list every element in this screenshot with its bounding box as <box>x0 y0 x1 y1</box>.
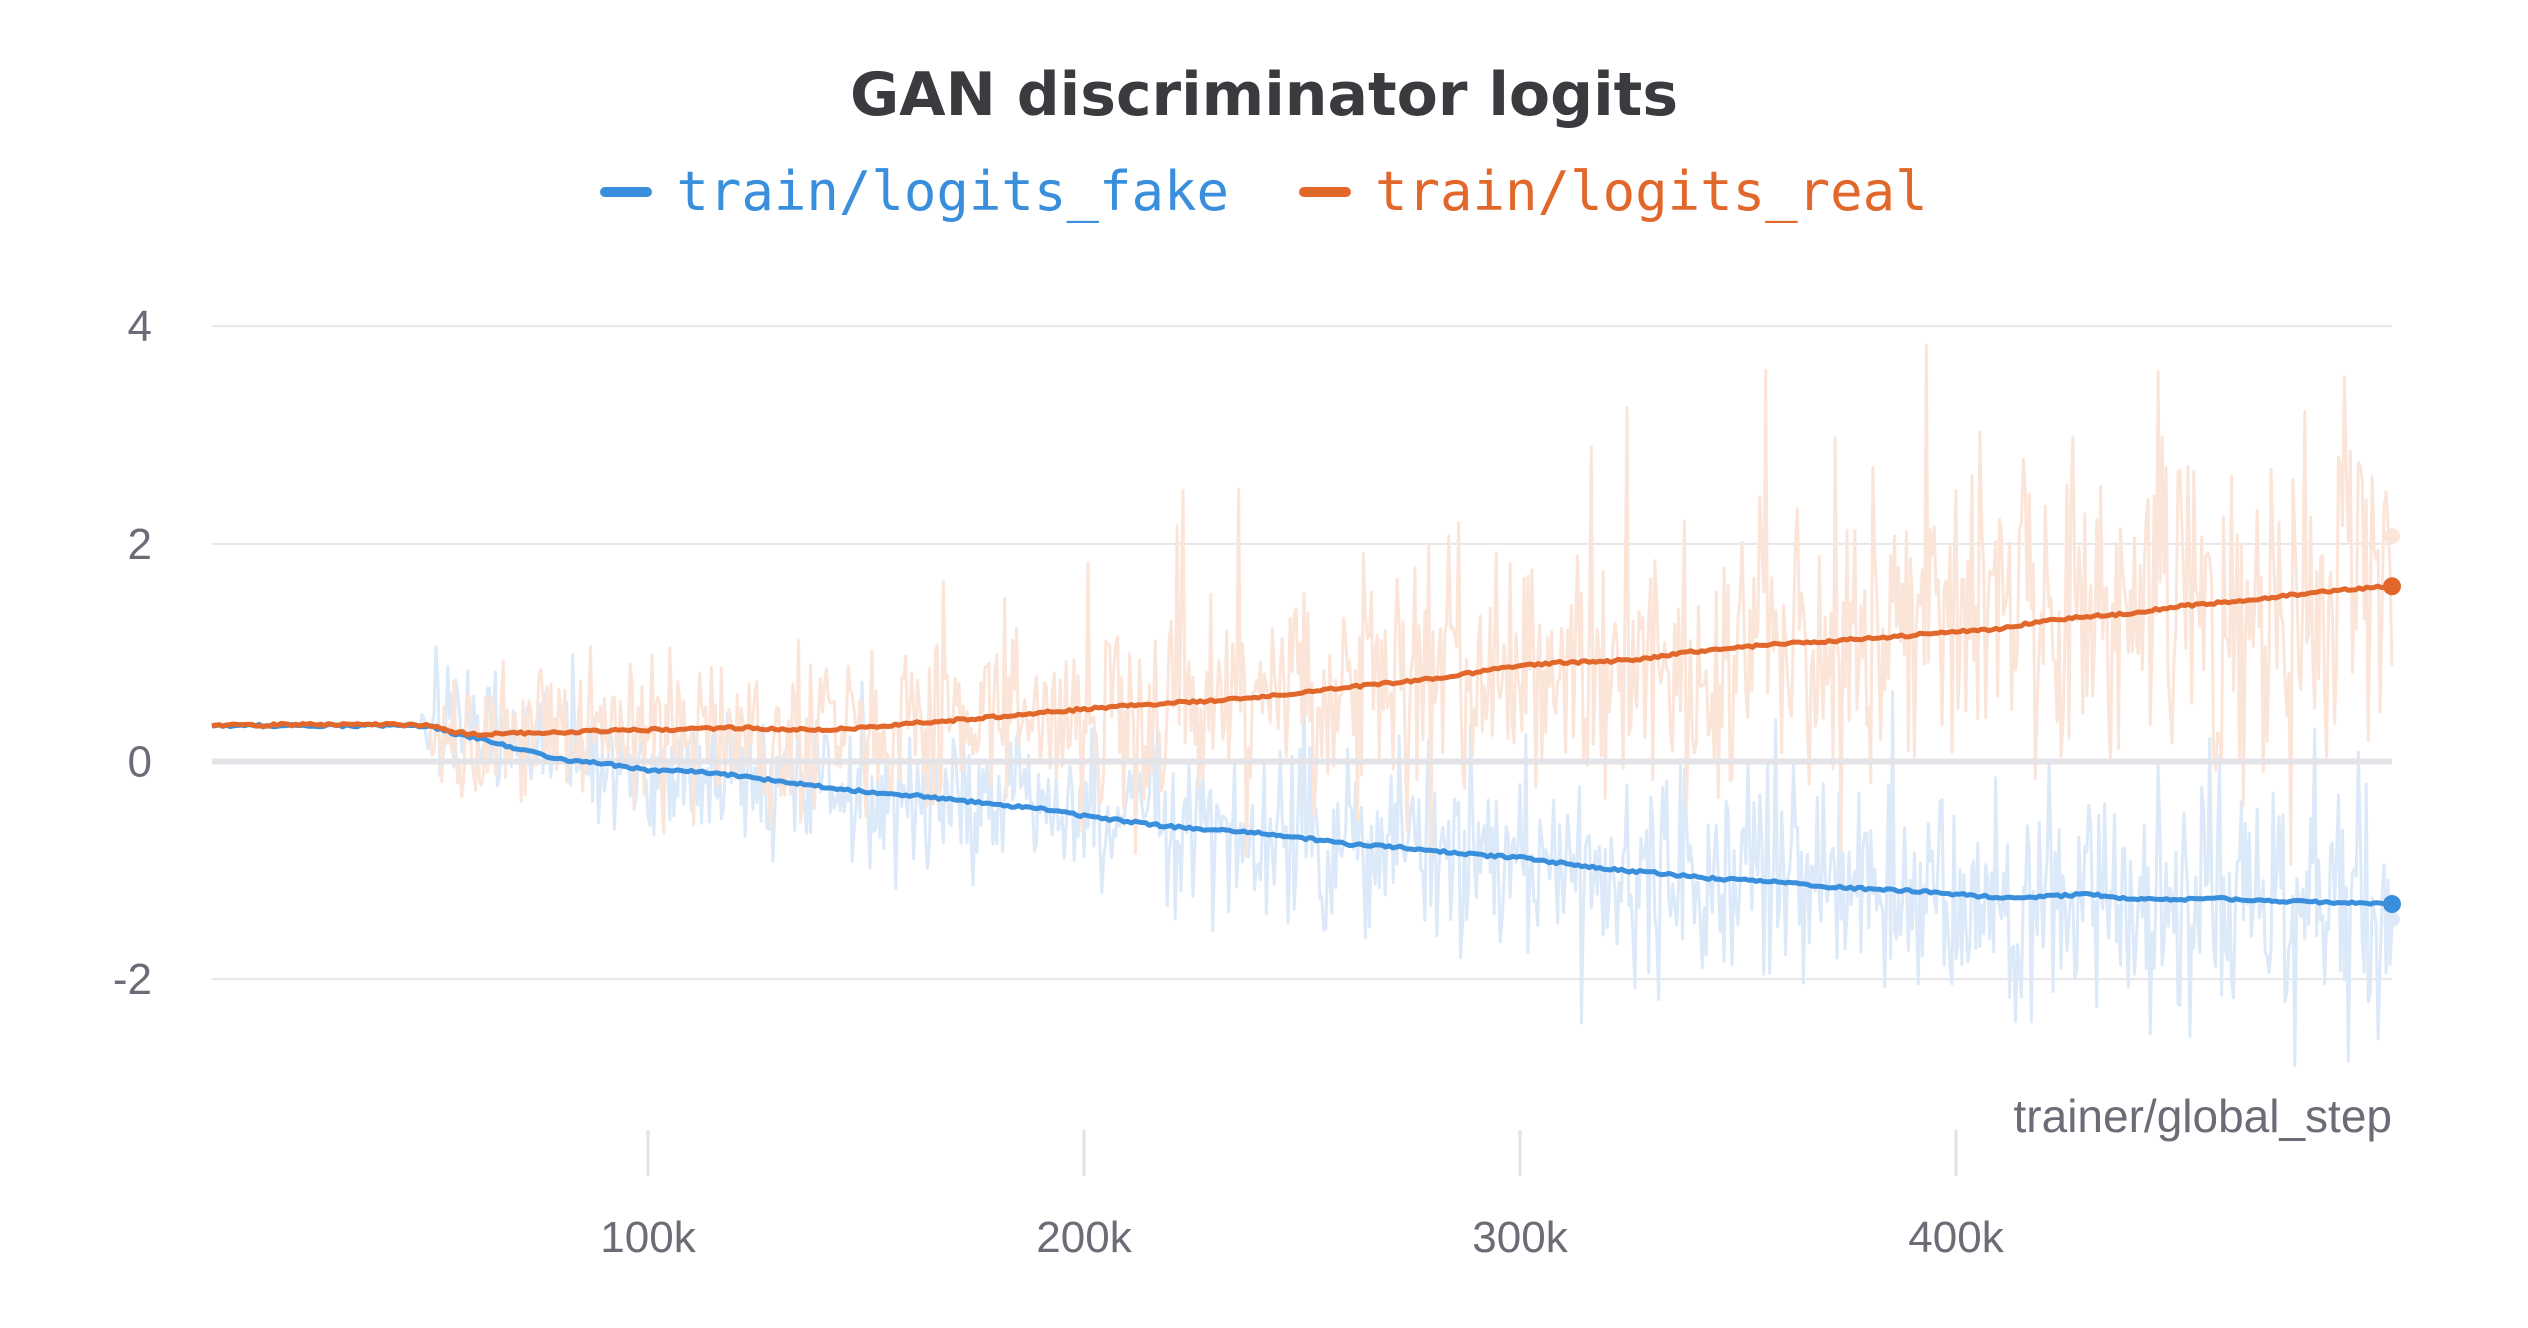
x-tick-label-0: 100k <box>600 1213 696 1262</box>
smoothed-line-1 <box>211 582 2393 738</box>
raw-end-point-0 <box>2384 911 2400 928</box>
y-tick-label-0: 4 <box>128 302 152 351</box>
raw-series-layer <box>210 343 2394 1068</box>
smoothed-series-layer <box>211 528 2401 928</box>
y-tick-label-3: -2 <box>113 955 152 1004</box>
legend-item-real[interactable]: train/logits_real <box>1299 160 1928 223</box>
chart-title: GAN discriminator logits <box>849 60 1679 130</box>
raw-end-point-1 <box>2384 528 2400 545</box>
legend-label-fake: train/logits_fake <box>676 160 1229 223</box>
smoothed-end-point-1 <box>2383 577 2401 596</box>
smoothed-end-point-0 <box>2383 895 2401 914</box>
y-tick-label-1: 2 <box>128 520 152 569</box>
legend: train/logits_fake train/logits_real <box>0 160 2528 223</box>
y-tick-label-2: 0 <box>128 737 152 786</box>
legend-item-fake[interactable]: train/logits_fake <box>600 160 1229 223</box>
x-tick-label-2: 300k <box>1472 1213 1568 1262</box>
legend-swatch-real <box>1299 186 1351 197</box>
legend-swatch-fake <box>600 186 653 197</box>
smoothed-line-0 <box>211 721 2393 907</box>
legend-label-real: train/logits_real <box>1375 160 1928 223</box>
x-tick-label-1: 200k <box>1036 1213 1132 1262</box>
tick-labels: 4 2 0 -2 100k 200k 300k 400k <box>113 302 2005 1262</box>
x-tick-label-3: 400k <box>1908 1213 2004 1262</box>
x-axis-label: trainer/global_step <box>2014 1090 2392 1142</box>
